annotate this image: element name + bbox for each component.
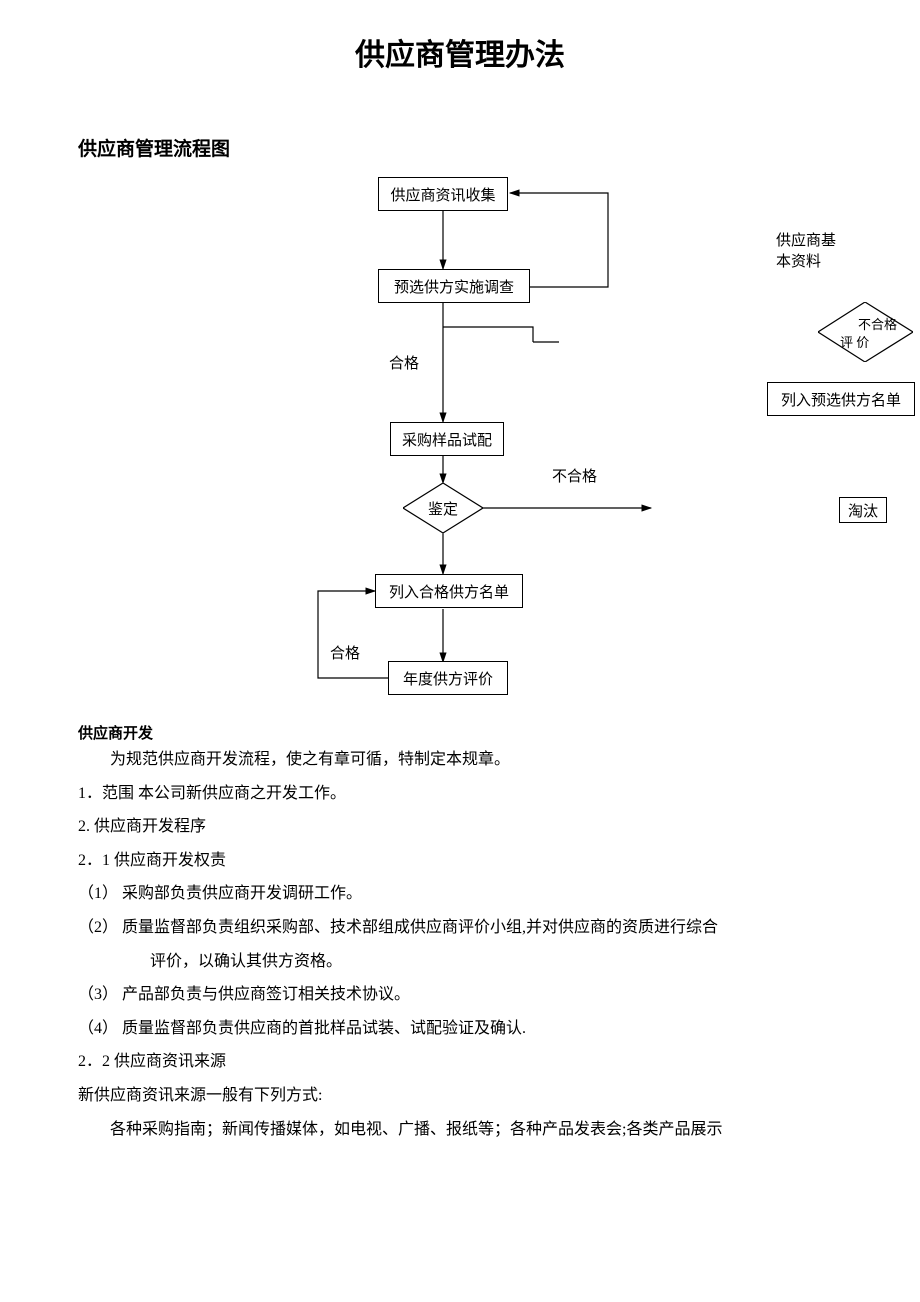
body-p4: （1） 采购部负责供应商开发调研工作。 bbox=[78, 877, 842, 911]
flowchart: 供应商资讯收集 预选供方实施调查 采购样品试配 鉴定 列入合格供方名单 年度供方… bbox=[78, 167, 842, 722]
flow-node-sample: 采购样品试配 bbox=[390, 422, 504, 456]
flow-node-decision-label: 鉴定 bbox=[428, 498, 458, 519]
body-p2: 2. 供应商开发程序 bbox=[78, 810, 842, 844]
section-heading: 供应商管理流程图 bbox=[78, 134, 842, 161]
flow-label-fail: 不合格 bbox=[552, 465, 597, 486]
body-p7: （4） 质量监督部负责供应商的首批样品试装、试配验证及确认. bbox=[78, 1012, 842, 1046]
flow-side-eval-bottom: 评 价 bbox=[840, 332, 869, 351]
body-p8: 2．2 供应商资讯来源 bbox=[78, 1045, 842, 1079]
flow-node-qualified-list: 列入合格供方名单 bbox=[375, 574, 523, 608]
flow-side-basic-info: 供应商基本资料 bbox=[776, 229, 842, 271]
body-text: 为规范供应商开发流程，使之有章可循，特制定本规章。 1．范围 本公司新供应商之开… bbox=[78, 743, 842, 1146]
flow-node-collect: 供应商资讯收集 bbox=[378, 177, 508, 211]
flow-node-survey: 预选供方实施调查 bbox=[378, 269, 530, 303]
body-p9: 新供应商资讯来源一般有下列方式: bbox=[78, 1079, 842, 1113]
document-title: 供应商管理办法 bbox=[78, 30, 842, 74]
flow-node-annual-eval: 年度供方评价 bbox=[388, 661, 508, 695]
body-p1: 1．范围 本公司新供应商之开发工作。 bbox=[78, 777, 842, 811]
flow-label-pass-loop: 合格 bbox=[330, 642, 360, 663]
flow-side-prelist: 列入预选供方名单 bbox=[767, 382, 915, 416]
body-p6: （3） 产品部负责与供应商签订相关技术协议。 bbox=[78, 978, 842, 1012]
body-pака: 评价，以确认其供方资格。 bbox=[78, 945, 842, 979]
flow-side-eval-diamond: 不合格 评 价 bbox=[818, 302, 913, 362]
body-p10: 各种采购指南；新闻传播媒体，如电视、广播、报纸等；各种产品发表会;各类产品展示 bbox=[78, 1113, 842, 1147]
sub-heading-dev: 供应商开发 bbox=[78, 722, 842, 743]
flow-side-eval-top: 不合格 bbox=[858, 314, 897, 333]
body-p5: （2） 质量监督部负责组织采购部、技术部组成供应商评价小组,并对供应商的资质进行… bbox=[78, 911, 842, 945]
body-p3: 2．1 供应商开发权责 bbox=[78, 844, 842, 878]
flow-side-eliminate: 淘汰 bbox=[839, 497, 887, 523]
body-p0: 为规范供应商开发流程，使之有章可循，特制定本规章。 bbox=[78, 743, 842, 777]
flow-node-decision: 鉴定 bbox=[403, 483, 483, 533]
flow-label-pass: 合格 bbox=[389, 352, 419, 373]
